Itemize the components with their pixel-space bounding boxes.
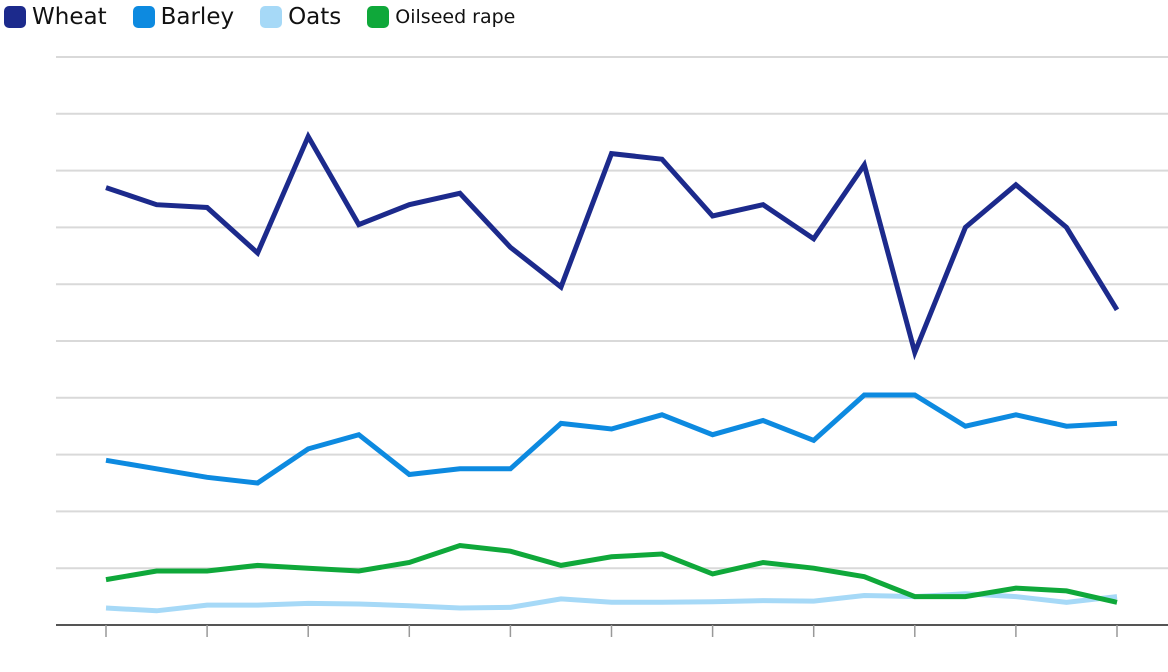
gridlines: [56, 56, 1168, 570]
legend-label-oats: Oats: [288, 4, 342, 30]
legend-swatch-oilseed-rape: [367, 6, 390, 28]
legend-label-wheat: Wheat: [32, 4, 107, 30]
legend-item-wheat[interactable]: Wheat: [4, 4, 107, 30]
series-line-oilseed-rape[interactable]: [105, 542, 1118, 605]
x-axis: [56, 624, 1168, 637]
legend-item-oats[interactable]: Oats: [260, 4, 341, 30]
series-line-barley[interactable]: [105, 392, 1118, 486]
series-lines: [105, 130, 1120, 614]
legend-item-barley[interactable]: Barley: [132, 4, 235, 30]
legend-swatch-wheat: [4, 6, 26, 28]
legend-label-oilseed-rape: Oilseed rape: [395, 6, 516, 28]
legend: Wheat Barley Oats Oilseed rape: [4, 2, 541, 32]
legend-swatch-oats: [260, 6, 283, 28]
series-line-wheat[interactable]: [105, 130, 1120, 361]
legend-item-oilseed-rape[interactable]: Oilseed rape: [367, 6, 515, 28]
legend-swatch-barley: [132, 6, 155, 28]
legend-label-barley: Barley: [160, 4, 235, 30]
